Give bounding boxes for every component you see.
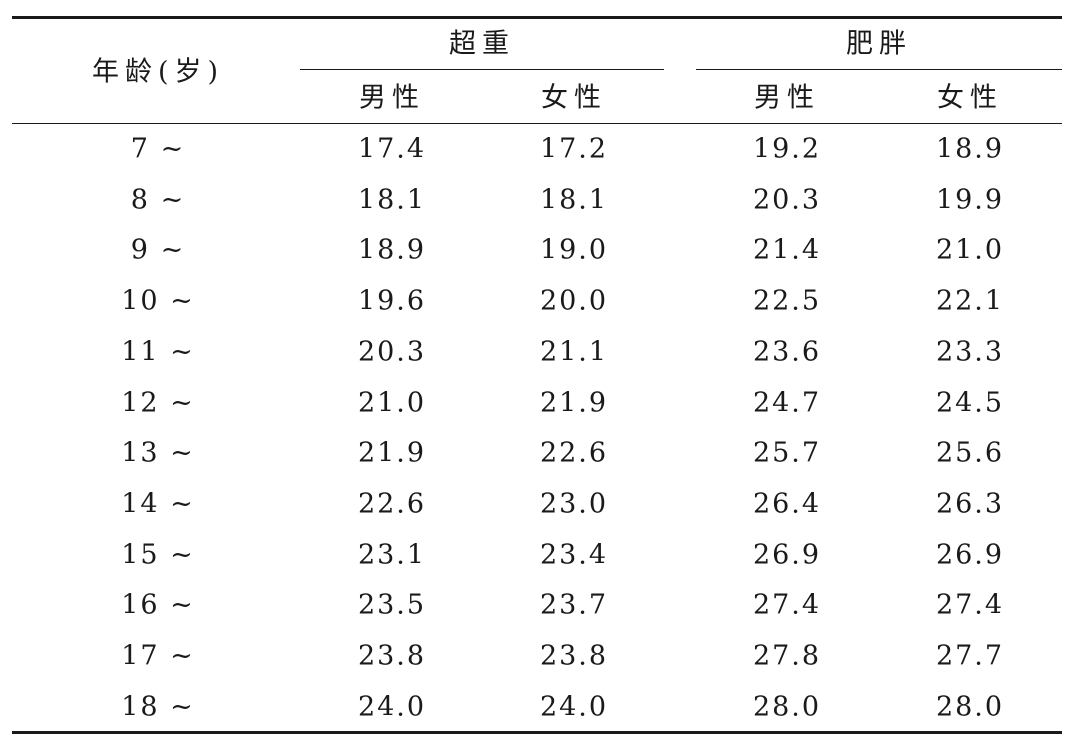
value-cell-overweight-male: 23.1 <box>357 539 427 571</box>
value-cell-overweight-male: 20.3 <box>357 336 427 368</box>
subheader-overweight-male: 男性 <box>359 82 425 114</box>
value-cell-overweight-male: 22.6 <box>357 488 427 520</box>
age-cell: 12 ~ <box>121 387 195 418</box>
age-cell: 15 ~ <box>121 539 195 571</box>
value-cell-obese-male: 20.3 <box>752 184 822 216</box>
value-cell-overweight-female: 17.2 <box>539 133 609 165</box>
value-cell-overweight-male: 21.0 <box>357 387 427 418</box>
value-cell-obese-female: 23.3 <box>935 336 1005 368</box>
value-cell-overweight-female: 21.1 <box>539 336 609 368</box>
bottom-rule <box>12 731 1062 734</box>
value-cell-obese-male: 22.5 <box>752 285 822 317</box>
age-cell: 11 ~ <box>121 336 195 368</box>
value-cell-overweight-female: 23.4 <box>539 539 609 571</box>
age-cell: 9 ~ <box>130 234 186 266</box>
value-cell-overweight-male: 18.9 <box>357 234 427 266</box>
value-cell-overweight-female: 18.1 <box>539 184 609 216</box>
value-cell-obese-male: 27.4 <box>752 589 822 621</box>
value-cell-obese-female: 26.9 <box>935 539 1005 571</box>
group-rule-overweight <box>300 69 664 70</box>
value-cell-obese-male: 28.0 <box>752 691 822 723</box>
value-cell-obese-female: 26.3 <box>935 488 1005 520</box>
group-rule-obese <box>696 69 1062 70</box>
value-cell-overweight-female: 23.8 <box>539 640 609 672</box>
subheader-obese-male: 男性 <box>754 82 820 114</box>
value-cell-obese-male: 26.9 <box>752 539 822 571</box>
header-rule <box>12 123 1062 124</box>
value-cell-overweight-female: 22.6 <box>539 437 609 469</box>
value-cell-obese-male: 24.7 <box>752 387 822 418</box>
value-cell-obese-male: 21.4 <box>752 234 822 266</box>
age-cell: 7 ~ <box>130 133 186 165</box>
value-cell-obese-male: 23.6 <box>752 336 822 368</box>
value-cell-overweight-male: 24.0 <box>357 691 427 723</box>
value-cell-overweight-male: 21.9 <box>357 437 427 469</box>
value-cell-overweight-female: 20.0 <box>539 285 609 317</box>
value-cell-obese-male: 25.7 <box>752 437 822 469</box>
value-cell-overweight-female: 19.0 <box>539 234 609 266</box>
age-header: 年龄(岁) <box>91 56 225 88</box>
value-cell-overweight-male: 18.1 <box>357 184 427 216</box>
subheader-obese-female: 女性 <box>937 82 1003 114</box>
value-cell-obese-female: 25.6 <box>935 437 1005 469</box>
value-cell-obese-female: 19.9 <box>935 184 1005 216</box>
value-cell-obese-female: 21.0 <box>935 234 1005 266</box>
age-cell: 10 ~ <box>121 285 195 317</box>
value-cell-obese-female: 24.5 <box>935 387 1005 418</box>
value-cell-obese-female: 27.7 <box>935 640 1005 672</box>
value-cell-obese-female: 28.0 <box>935 691 1005 723</box>
group-header-obese: 肥胖 <box>846 28 912 60</box>
value-cell-overweight-female: 24.0 <box>539 691 609 723</box>
value-cell-obese-male: 27.8 <box>752 640 822 672</box>
value-cell-obese-male: 19.2 <box>752 133 822 165</box>
age-cell: 17 ~ <box>121 640 195 672</box>
value-cell-overweight-female: 23.7 <box>539 589 609 621</box>
value-cell-obese-male: 26.4 <box>752 488 822 520</box>
value-cell-overweight-male: 23.8 <box>357 640 427 672</box>
value-cell-obese-female: 22.1 <box>935 285 1005 317</box>
value-cell-obese-female: 18.9 <box>935 133 1005 165</box>
value-cell-obese-female: 27.4 <box>935 589 1005 621</box>
value-cell-overweight-female: 23.0 <box>539 488 609 520</box>
age-cell: 14 ~ <box>121 488 195 520</box>
subheader-overweight-female: 女性 <box>541 82 607 114</box>
value-cell-overweight-male: 23.5 <box>357 589 427 621</box>
age-cell: 13 ~ <box>121 437 195 469</box>
top-rule <box>12 16 1062 19</box>
value-cell-overweight-male: 17.4 <box>357 133 427 165</box>
age-cell: 16 ~ <box>121 589 195 621</box>
age-cell: 18 ~ <box>121 691 195 723</box>
group-header-overweight: 超重 <box>449 28 515 60</box>
value-cell-overweight-male: 19.6 <box>357 285 427 317</box>
value-cell-overweight-female: 21.9 <box>539 387 609 418</box>
age-cell: 8 ~ <box>130 184 186 216</box>
